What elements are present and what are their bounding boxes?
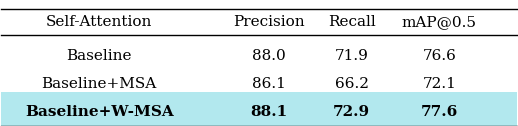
Text: 77.6: 77.6 [421, 104, 458, 119]
Text: 86.1: 86.1 [252, 77, 286, 91]
Text: 72.9: 72.9 [333, 104, 370, 119]
Text: Recall: Recall [328, 15, 376, 29]
Text: 72.1: 72.1 [422, 77, 456, 91]
Text: 88.1: 88.1 [251, 104, 288, 119]
Text: 76.6: 76.6 [422, 49, 456, 63]
Text: Precision: Precision [234, 15, 305, 29]
Text: Self-Attention: Self-Attention [46, 15, 152, 29]
Text: 88.0: 88.0 [252, 49, 286, 63]
Text: mAP@0.5: mAP@0.5 [402, 15, 477, 29]
Text: Baseline+MSA: Baseline+MSA [41, 77, 157, 91]
Text: 71.9: 71.9 [335, 49, 369, 63]
Text: Baseline+W-MSA: Baseline+W-MSA [25, 104, 174, 119]
Text: Baseline: Baseline [66, 49, 132, 63]
FancyBboxPatch shape [2, 92, 516, 126]
Text: 66.2: 66.2 [335, 77, 369, 91]
